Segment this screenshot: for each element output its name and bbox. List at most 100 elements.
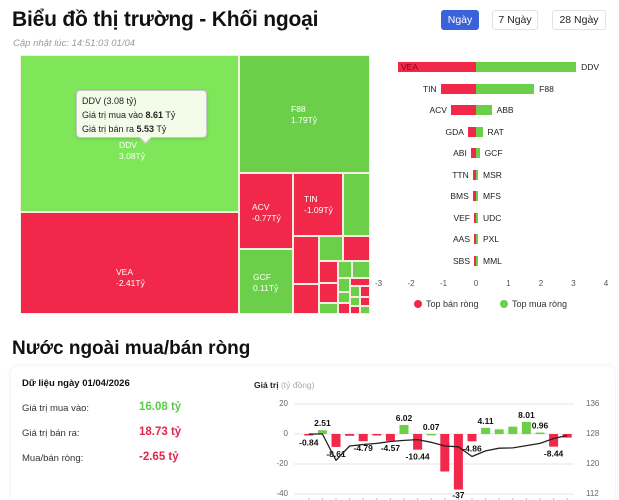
- sell-bar[interactable]: [450, 105, 476, 115]
- updated-timestamp: Cập nhật lúc: 14:51:03 01/04: [13, 38, 136, 49]
- tab-28-days[interactable]: 28 Ngày: [552, 10, 606, 30]
- tile-small[interactable]: [319, 261, 338, 283]
- sell-bar[interactable]: [474, 234, 476, 244]
- net-flow-bar[interactable]: [317, 430, 327, 434]
- sell-ticker: AAS: [452, 234, 470, 244]
- buy-bar[interactable]: [476, 148, 480, 158]
- tile-small[interactable]: [319, 303, 338, 314]
- top-net-row[interactable]: BMS MFS: [378, 190, 613, 202]
- tile-small[interactable]: [338, 303, 350, 314]
- buy-bar[interactable]: [476, 255, 478, 266]
- sell-ticker: VEA: [401, 62, 419, 72]
- sell-bar[interactable]: [467, 126, 476, 137]
- top-net-row[interactable]: TTN MSR: [378, 169, 613, 181]
- sell-ticker: ABI: [453, 148, 467, 158]
- tile-tin[interactable]: TIN -1.09Tỷ: [293, 173, 343, 236]
- net-flow-bar[interactable]: [345, 434, 355, 436]
- net-flow-bar[interactable]: [481, 427, 491, 434]
- sell-bar[interactable]: [440, 83, 476, 94]
- page-title: Biểu đồ thị trường - Khối ngoại: [12, 8, 319, 31]
- buy-bar[interactable]: [476, 105, 492, 115]
- sell-bar[interactable]: [397, 62, 476, 72]
- sell-bar[interactable]: [474, 212, 476, 223]
- tile-gcf[interactable]: GCF 0.11Tỷ: [239, 249, 293, 314]
- net-flow-bar[interactable]: [549, 434, 559, 447]
- top-net-row[interactable]: VEA DDV: [378, 61, 613, 73]
- tile-small[interactable]: [360, 297, 370, 306]
- x-tick: 3: [571, 279, 576, 288]
- tile-small[interactable]: [343, 173, 370, 236]
- svg-text:-10.44: -10.44: [406, 452, 430, 462]
- net-flow-bar[interactable]: [413, 434, 423, 450]
- top-net-row[interactable]: ACV ABB: [378, 104, 613, 116]
- sell-bar[interactable]: [472, 169, 476, 180]
- tile-small[interactable]: [350, 278, 370, 286]
- net-flow-bar[interactable]: [331, 434, 341, 447]
- tile-small[interactable]: [360, 286, 370, 297]
- net-flow-bar[interactable]: [440, 434, 450, 472]
- top-net-row[interactable]: GDA RAT: [378, 126, 613, 138]
- net-flow-bar[interactable]: [453, 434, 463, 490]
- tile-small[interactable]: [343, 236, 370, 261]
- sell-value: 18.73 tỷ: [139, 426, 182, 438]
- tab-day[interactable]: Ngày: [441, 10, 479, 30]
- buy-ticker: PXL: [483, 234, 500, 244]
- net-flow-bar[interactable]: [508, 426, 518, 434]
- treemap: DDV 3.08Tỷ F88 1.79Tỷ VEA -2.41Tỷ ACV -0…: [20, 55, 370, 314]
- tile-small[interactable]: [338, 261, 352, 278]
- tile-small[interactable]: [293, 236, 319, 284]
- top-net-row[interactable]: SBS MML: [378, 255, 613, 267]
- net-flow-plot: -0.84 2.51 -8.61 -4.79 -4.57 6.02 -10.44 0.07 -3…: [294, 403, 574, 500]
- tile-acv[interactable]: ACV -0.77Tỷ: [239, 173, 293, 249]
- sell-bar[interactable]: [472, 191, 476, 201]
- svg-text:0.96: 0.96: [532, 421, 549, 431]
- top-net-row[interactable]: ABI GCF: [378, 147, 613, 159]
- tile-small[interactable]: [319, 236, 343, 261]
- net-flow-bar[interactable]: [535, 432, 545, 435]
- buy-bar[interactable]: [476, 169, 478, 180]
- sell-ticker: BMS: [450, 191, 469, 201]
- tile-small[interactable]: [319, 283, 338, 303]
- tab-7-days[interactable]: 7 Ngày: [492, 10, 538, 30]
- net-flow-bar[interactable]: [521, 421, 531, 434]
- buy-bar[interactable]: [476, 62, 577, 72]
- tile-small[interactable]: [293, 284, 319, 314]
- top-net-row[interactable]: AAS PXL: [378, 233, 613, 245]
- net-flow-bar[interactable]: [467, 434, 477, 442]
- buy-bar[interactable]: [476, 234, 478, 244]
- legend-buy[interactable]: Top mua ròng: [500, 299, 567, 309]
- sell-bar[interactable]: [470, 148, 476, 158]
- x-tick: 1: [506, 279, 511, 288]
- tile-small[interactable]: [338, 292, 350, 303]
- tile-small[interactable]: [350, 306, 360, 314]
- buy-bar[interactable]: [476, 191, 478, 201]
- net-flow-bar[interactable]: [304, 434, 314, 436]
- sell-bar[interactable]: [474, 255, 476, 266]
- net-value: -2.65 tỷ: [139, 451, 179, 463]
- tile-f88[interactable]: F88 1.79Tỷ: [239, 55, 370, 173]
- tile-small[interactable]: [350, 297, 360, 306]
- svg-text:-0.84: -0.84: [299, 437, 319, 447]
- net-flow-bar[interactable]: [358, 434, 368, 442]
- sell-ticker: TTN: [452, 169, 469, 180]
- buy-bar[interactable]: [476, 212, 478, 223]
- tile-small[interactable]: [338, 278, 350, 292]
- tile-small[interactable]: [352, 261, 370, 278]
- tile-small[interactable]: [360, 306, 370, 314]
- net-value-label: Mua/bán ròng:: [22, 453, 84, 464]
- x-tick: 2: [538, 279, 544, 288]
- net-flow-bar[interactable]: [399, 424, 409, 434]
- net-flow-bar[interactable]: [372, 434, 382, 436]
- buy-bar[interactable]: [476, 83, 535, 94]
- net-flow-bar[interactable]: [426, 433, 436, 436]
- net-flow-bar[interactable]: [385, 434, 395, 441]
- top-net-row[interactable]: VEF UDC: [378, 212, 613, 224]
- legend-sell[interactable]: Top bán ròng: [414, 299, 479, 309]
- buy-bar[interactable]: [476, 126, 483, 137]
- tile-vea[interactable]: VEA -2.41Tỷ: [20, 212, 239, 314]
- tile-small[interactable]: [350, 286, 360, 297]
- tile-value: -2.41Tỷ: [116, 278, 145, 288]
- buy-ticker: MSR: [483, 169, 502, 180]
- net-flow-bar[interactable]: [494, 429, 504, 434]
- top-net-row[interactable]: TIN F88: [378, 83, 613, 95]
